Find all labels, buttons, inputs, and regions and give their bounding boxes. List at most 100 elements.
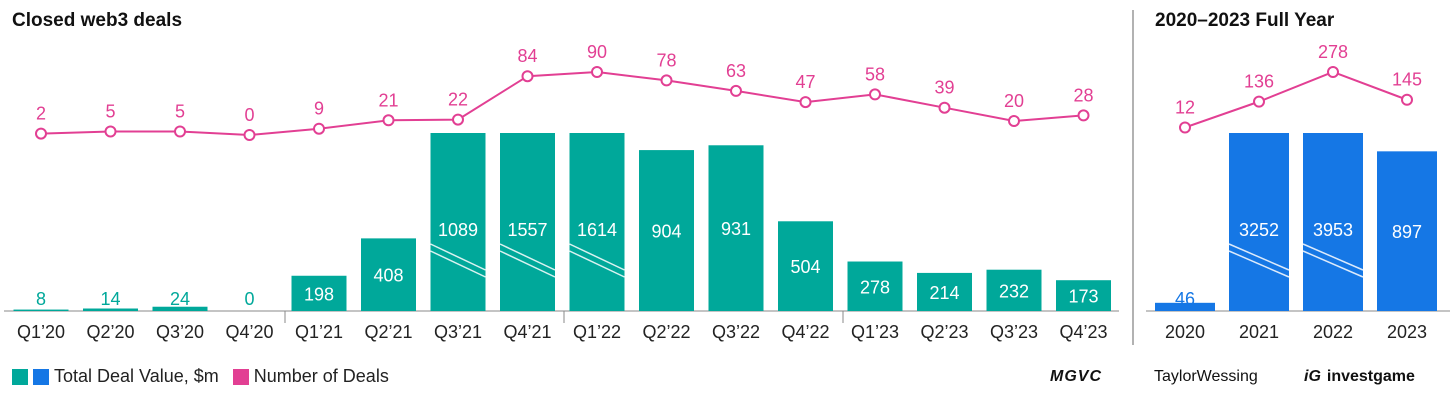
bar-value-label: 3252	[1239, 220, 1279, 240]
x-tick-label: Q4’20	[225, 322, 273, 342]
bar	[847, 261, 903, 311]
x-tick-label: Q4’23	[1059, 322, 1107, 342]
bar	[1229, 133, 1289, 311]
line-point	[452, 113, 464, 126]
bar	[569, 133, 625, 311]
bar	[13, 309, 69, 311]
line-value-label: 63	[726, 61, 746, 81]
x-tick-label: Q1’20	[17, 322, 65, 342]
bar-value-label: 1557	[507, 220, 547, 240]
legend-label-count: Number of Deals	[253, 366, 389, 386]
bar-value-label: 1089	[438, 220, 478, 240]
x-tick-label: Q3’20	[156, 322, 204, 342]
line-point	[1077, 109, 1090, 122]
bar-value-label: 3953	[1313, 220, 1353, 240]
bar-value-label: 46	[1175, 289, 1195, 309]
line-value-label: 39	[934, 78, 954, 98]
x-tick-label: Q2’21	[364, 322, 412, 342]
line-value-label: 22	[448, 90, 468, 110]
x-tick-label: Q3’22	[712, 322, 760, 342]
line-value-label: 58	[865, 64, 885, 84]
line-point	[104, 125, 117, 138]
investgame-logo: iG investgame	[1304, 368, 1415, 385]
x-tick-label: Q2’22	[642, 322, 690, 342]
bar-value-label: 0	[244, 289, 254, 309]
bar-break-mark	[1302, 250, 1364, 278]
line-point	[591, 66, 603, 78]
bar	[986, 269, 1042, 311]
bar-value-label: 214	[929, 283, 959, 303]
x-tick-label: 2021	[1239, 322, 1279, 342]
bar	[1155, 302, 1215, 311]
bar-break-mark	[499, 243, 556, 271]
bar-break-mark	[1228, 243, 1290, 271]
line-point	[174, 125, 186, 138]
bar	[291, 275, 347, 311]
line-value-label: 78	[656, 50, 676, 70]
bar	[639, 150, 694, 311]
bar	[152, 306, 208, 311]
line-point	[730, 84, 742, 97]
bar-value-label: 14	[100, 289, 120, 309]
legend-swatch-pink	[232, 368, 249, 385]
bar	[83, 308, 138, 311]
line-point	[1179, 121, 1191, 134]
bar-value-label: 232	[999, 281, 1029, 301]
bar-break-mark	[430, 243, 486, 271]
line-value-label: 145	[1392, 70, 1422, 90]
line-value-label: 28	[1073, 85, 1093, 105]
line-point	[869, 88, 881, 101]
x-tick-label: 2023	[1387, 322, 1427, 342]
bar-break-mark	[1228, 250, 1290, 278]
bar	[917, 272, 972, 311]
bar	[500, 133, 555, 311]
bar-break-mark	[569, 250, 625, 278]
line-point	[799, 96, 812, 109]
x-tick-label: Q1’21	[295, 322, 343, 342]
bar-break-mark	[569, 243, 625, 271]
legend-swatch-blue	[33, 368, 49, 385]
bar-value-label: 8	[36, 289, 46, 309]
line-value-label: 12	[1175, 97, 1195, 117]
x-tick-label: Q2’23	[920, 322, 968, 342]
x-tick-label: Q4’22	[781, 322, 829, 342]
legend: Total Deal Value, $m Number of Deals	[12, 366, 403, 387]
brand-logos: MGVC TaylorWessing iG investgame	[1050, 368, 1446, 390]
bar	[708, 145, 764, 311]
line-point	[313, 122, 325, 135]
mgvc-logo: MGVC	[1050, 368, 1102, 385]
bar-value-label: 173	[1068, 287, 1098, 307]
x-tick-label: Q3’23	[990, 322, 1038, 342]
chart-title-quarterly: Closed web3 deals	[12, 10, 183, 31]
bar-break-mark	[1302, 243, 1364, 271]
legend-swatch-teal	[12, 368, 28, 385]
line-point	[1008, 115, 1020, 127]
line-point	[521, 70, 534, 83]
line-value-label: 90	[587, 42, 607, 62]
bar-break-mark	[430, 250, 486, 278]
line-point	[1401, 93, 1413, 106]
bar-break-mark	[499, 250, 556, 278]
legend-label-value: Total Deal Value, $m	[54, 366, 219, 386]
line-value-label: 136	[1244, 72, 1274, 92]
bar	[1303, 133, 1363, 311]
bar-value-label: 931	[721, 219, 751, 239]
bar-value-label: 504	[790, 257, 820, 277]
line-value-label: 84	[517, 46, 537, 66]
bar	[1377, 151, 1437, 311]
bar	[430, 133, 486, 311]
bar	[361, 238, 416, 311]
line-value-label: 20	[1004, 91, 1024, 111]
bar-value-label: 904	[651, 222, 681, 242]
bar-value-label: 198	[304, 284, 334, 304]
line-point	[35, 127, 47, 140]
line-point	[1327, 66, 1339, 78]
line-value-label: 9	[314, 99, 324, 119]
bar-value-label: 278	[860, 277, 890, 297]
x-tick-label: Q3’21	[434, 322, 482, 342]
line-value-label: 5	[175, 102, 185, 122]
chart-title-yearly: 2020–2023 Full Year	[1155, 10, 1335, 31]
series-line-deals	[1184, 70, 1408, 129]
line-point	[1253, 95, 1265, 108]
